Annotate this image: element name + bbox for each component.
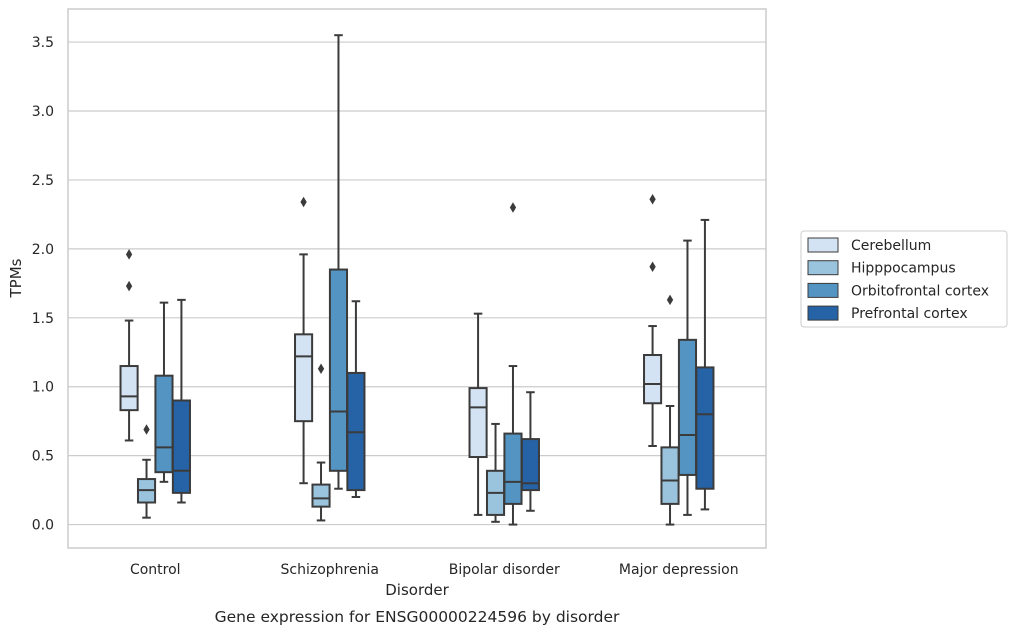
outlier-point <box>317 363 325 375</box>
box-body <box>503 432 523 505</box>
box-body <box>520 438 540 492</box>
legend-entry: Cerebellum <box>851 238 931 254</box>
legend: Cerebellum Hipppocampus Orbitofrontal cort… <box>800 230 1008 328</box>
y-tick-label: 3.5 <box>32 35 54 51</box>
box <box>503 202 523 526</box>
box-body <box>119 365 139 412</box>
x-tick-label: Control <box>130 562 181 578</box>
box-body <box>695 366 715 490</box>
box <box>346 300 366 498</box>
outlier-point <box>666 294 674 306</box>
box-body <box>677 338 698 476</box>
box <box>119 249 139 442</box>
y-axis-label: TPMs <box>7 258 25 298</box>
plot-frame <box>67 8 767 549</box>
outlier-point <box>300 196 307 208</box>
x-tick-labels: Control Schizophrenia Bipolar disorder Majo… <box>130 562 739 578</box>
box-body <box>171 399 191 494</box>
y-tick-label: 0.5 <box>32 449 54 465</box>
box <box>171 298 191 504</box>
box <box>136 424 157 519</box>
box-body <box>154 374 174 474</box>
box-body <box>294 333 314 423</box>
box <box>695 218 715 511</box>
outlier-point <box>125 249 133 260</box>
box-body <box>660 446 680 505</box>
outlier-point <box>509 202 517 213</box>
box-body <box>468 387 488 459</box>
legend-entry: Hipppocampus <box>851 261 956 277</box>
y-tick-label: 2.0 <box>32 242 54 258</box>
legend-frame <box>800 230 1008 328</box>
series-group <box>171 218 715 512</box>
x-tick-label: Major depression <box>619 562 739 578</box>
legend-swatch <box>807 260 839 276</box>
box <box>643 193 663 447</box>
box-body <box>311 483 331 508</box>
chart-caption: Gene expression for ENSG00000224596 by d… <box>215 608 620 626</box>
box <box>677 239 698 516</box>
outlier-point <box>125 280 133 292</box>
box <box>311 363 331 522</box>
box <box>485 422 506 523</box>
outlier-point <box>143 424 150 435</box>
y-tick-label: 3.0 <box>32 104 54 120</box>
legend-swatch <box>807 237 839 253</box>
legend-swatch <box>807 305 839 321</box>
box <box>294 196 314 485</box>
box <box>468 312 488 516</box>
box-series <box>119 34 715 526</box>
series-group <box>154 34 698 526</box>
x-axis-label: Disorder <box>385 581 449 599</box>
y-tick-label: 1.0 <box>32 380 54 396</box>
legend-entry: Orbitofrontal cortex <box>851 283 989 299</box>
box-body <box>643 354 663 405</box>
series-group <box>119 193 663 516</box>
x-tick-label: Schizophrenia <box>281 562 379 578</box>
legend-entry: Prefrontal cortex <box>851 306 968 322</box>
box <box>154 301 174 483</box>
y-tick-label: 2.5 <box>32 173 54 189</box>
y-tick-labels: 0.0 0.5 1.0 1.5 2.0 2.5 3.0 3.5 <box>32 35 54 533</box>
legend-swatch <box>807 282 839 298</box>
box-body <box>328 268 349 472</box>
outlier-point <box>649 193 656 205</box>
outlier-point <box>649 261 656 273</box>
y-tick-label: 1.5 <box>32 311 54 327</box>
box <box>328 34 349 490</box>
y-tick-label: 0.0 <box>32 518 54 534</box>
box <box>520 391 540 512</box>
box <box>660 294 680 526</box>
series-group <box>136 294 680 526</box>
x-tick-label: Bipolar disorder <box>449 562 560 578</box>
